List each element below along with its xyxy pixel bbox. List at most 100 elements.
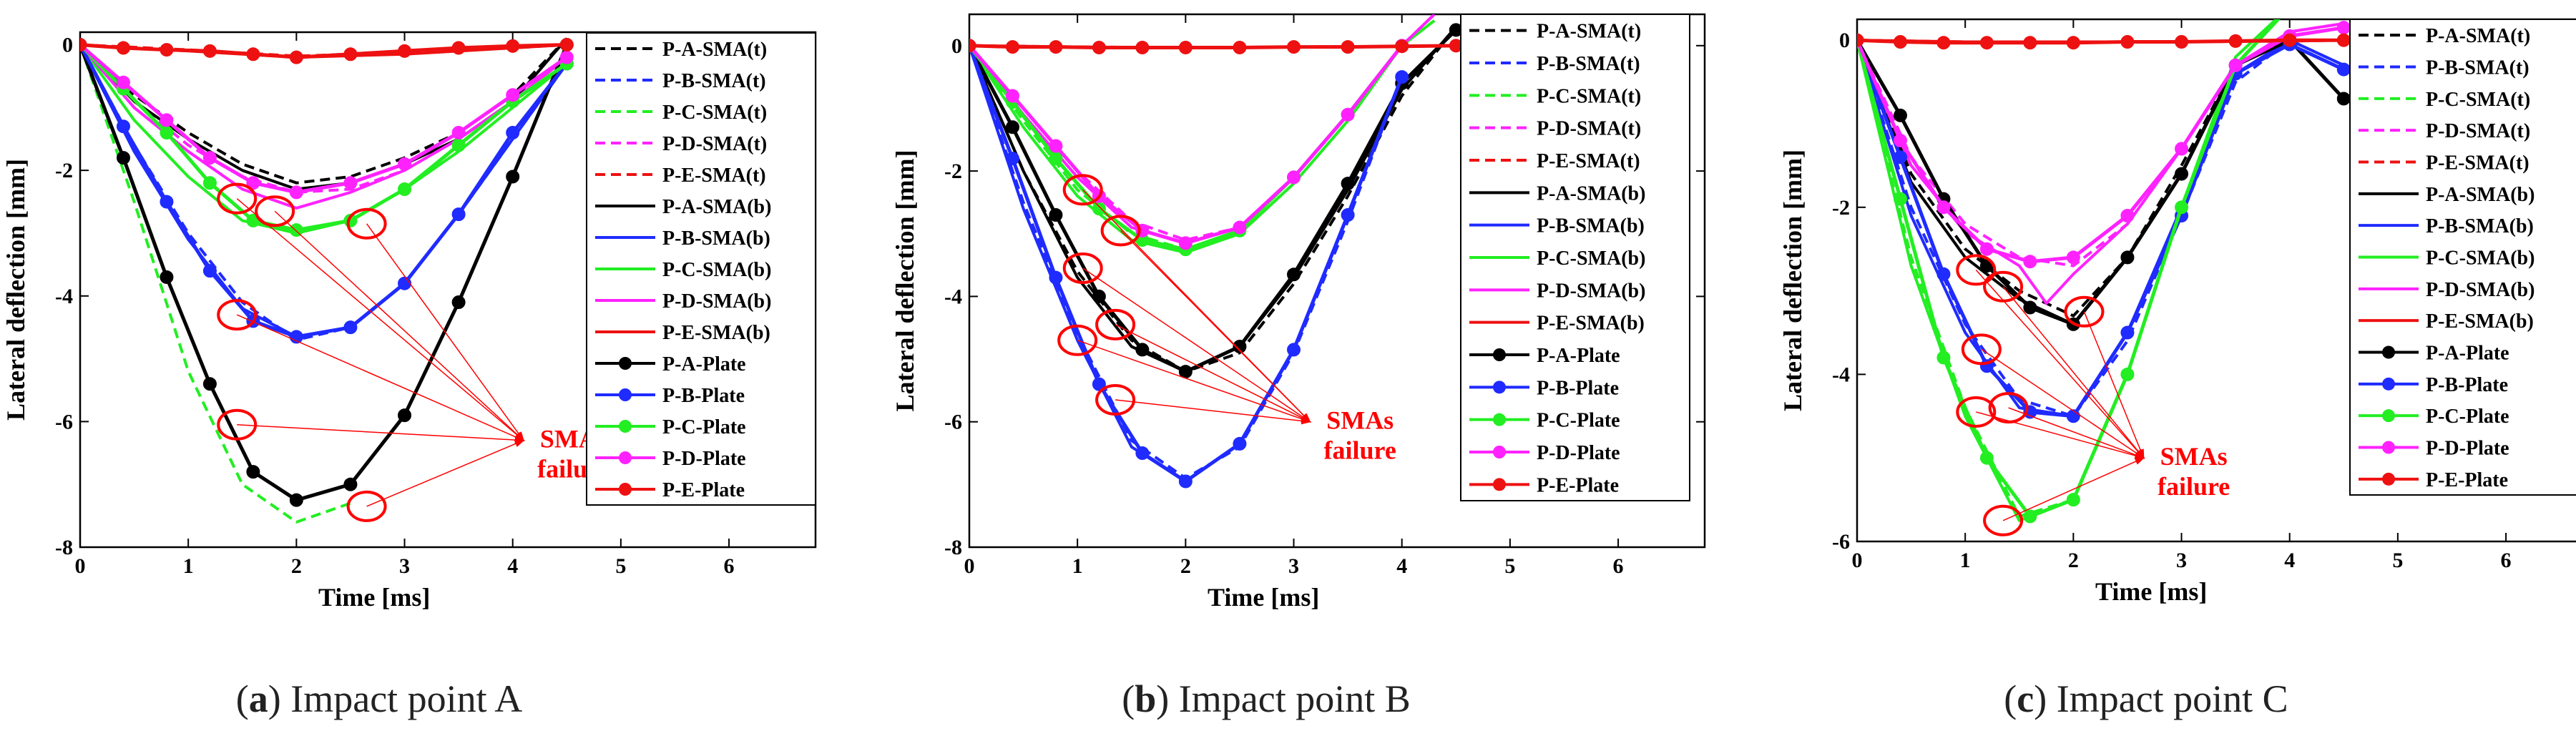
x-tick-label: 4 [507,554,518,578]
x-tick-label: 4 [2284,549,2295,572]
failure-marker [217,299,258,331]
failure-arrow [1115,399,1312,425]
legend-label: P-E-Plate [2426,469,2508,491]
data-point-P-A-Plate [506,170,520,184]
data-point-P-D-Plate [2228,58,2243,72]
x-axis-label: Time [ms] [318,583,430,612]
legend-label: P-D-SMA(b) [662,290,771,313]
failure-marker [1983,504,2024,536]
legend-marker [2382,377,2395,391]
y-tick-label: 0 [62,34,73,57]
y-tick-label: -4 [55,285,73,308]
caption-open: ( [236,677,249,720]
failure-marker [1100,215,1141,247]
data-point-P-E-Plate [2175,35,2189,49]
data-point-P-D-Plate [1178,236,1192,250]
legend-label: P-B-Plate [662,385,745,407]
data-point-P-D-Plate [559,50,574,64]
panel-c: 0 1 2 3 4 5 6 0 -2 -4 -6 Time [ms] Lateral deflectio… [1778,18,2576,720]
data-point-P-E-Plate [160,43,174,57]
data-point-P-D-Plate [116,75,130,89]
data-point-P-A-Plate [2336,92,2351,106]
x-tick-label: 5 [1504,554,1515,578]
legend-label: P-B-SMA(t) [662,70,766,92]
legend-label: P-D-Plate [1537,442,1620,464]
data-point-P-E-Plate [2228,34,2243,48]
data-point-P-B-Plate [343,320,358,335]
data-point-P-C-Plate [398,182,412,197]
data-point-P-C-Plate [2175,200,2189,215]
data-series [80,37,574,524]
data-point-P-C-Plate [289,223,303,237]
data-point-P-C-Plate [1979,451,1994,465]
data-point-P-E-Plate [1092,40,1106,54]
y-tick-label: 0 [1839,29,1850,52]
data-point-P-D-Plate [1049,139,1063,153]
failure-arrow [2083,311,2145,460]
legend-label: P-C-Plate [2426,406,2509,428]
data-point-P-E-Plate [1135,40,1150,54]
y-tick-label: -6 [55,410,73,433]
data-point-P-D-Plate [2175,142,2189,156]
x-tick-label: 2 [2068,549,2079,572]
data-point-P-D-Plate [202,151,217,165]
failure-arrow [366,223,524,442]
data-point-P-A-Plate [1005,120,1019,134]
failure-marker [255,195,295,227]
data-point-P-B-Plate [398,276,412,290]
legend-label: P-A-Plate [2426,343,2509,365]
data-point-P-C-Plate [202,176,217,190]
data-point-P-A-Plate [289,493,303,507]
legend-marker [619,388,632,401]
data-point-P-E-Plate [2283,33,2297,47]
data-point-P-E-Plate [1341,40,1355,54]
data-point-P-B-Plate [1936,267,1951,281]
caption-text: ) Impact point C [2034,677,2288,720]
annotation-failure: failure [1324,436,1396,465]
legend-label: P-B-SMA(b) [2426,215,2534,237]
data-point-P-C-Plate [1092,202,1106,216]
caption-text: ) Impact point A [268,677,522,720]
data-point-P-A-Plate [1233,340,1247,354]
legend-label: P-D-Plate [662,448,746,470]
failure-arrow [1077,340,1312,423]
failure-arrow [1115,324,1311,423]
y-tick-label: -8 [55,536,73,559]
x-tick-label: 4 [1396,554,1407,578]
legend-label: P-B-SMA(b) [662,227,770,250]
legend-marker [2382,472,2395,486]
data-point-P-A-Plate [1287,268,1301,282]
legend-label: P-E-SMA(b) [1537,313,1645,335]
legend-marker [619,451,632,464]
failure-arrow [236,314,525,441]
legend-label: P-A-Plate [662,353,746,376]
legend-label: P-D-SMA(b) [2426,279,2535,301]
x-tick-label: 0 [75,554,86,578]
data-point-P-C-Plate [1936,350,1951,365]
x-tick-label: 1 [183,554,194,578]
data-point-P-B-Plate [2336,62,2351,77]
annotation-failure: failure [2158,472,2230,501]
x-tick-label: 1 [1960,549,1971,572]
data-point-P-C-Plate [1893,192,1907,206]
series-line-P-D-Plate [969,44,1404,245]
data-point-P-D-Plate [2120,208,2135,222]
series-line-P-C-SMA(t) [80,44,351,524]
y-axis-label: Lateral deflection [mm] [1778,149,1807,411]
data-point-P-E-Plate [289,50,303,64]
legend-marker [1493,381,1506,394]
failure-marker [217,182,258,215]
y-tick-label: -2 [944,160,962,183]
data-point-P-C-Plate [451,138,466,152]
failure-arrow [274,210,525,442]
legend-label: P-A-SMA(t) [662,39,767,61]
y-axis-label: Lateral deflection [mm] [1,159,30,421]
legend-label: P-C-SMA(b) [1537,247,1645,270]
data-point-P-D-Plate [1233,220,1247,235]
failure-arrow [2002,286,2145,459]
failure-arrow [1981,348,2145,459]
legend-label: P-E-SMA(t) [2426,152,2530,175]
x-tick-label: 6 [724,554,735,578]
y-tick-label: -2 [1832,196,1850,220]
